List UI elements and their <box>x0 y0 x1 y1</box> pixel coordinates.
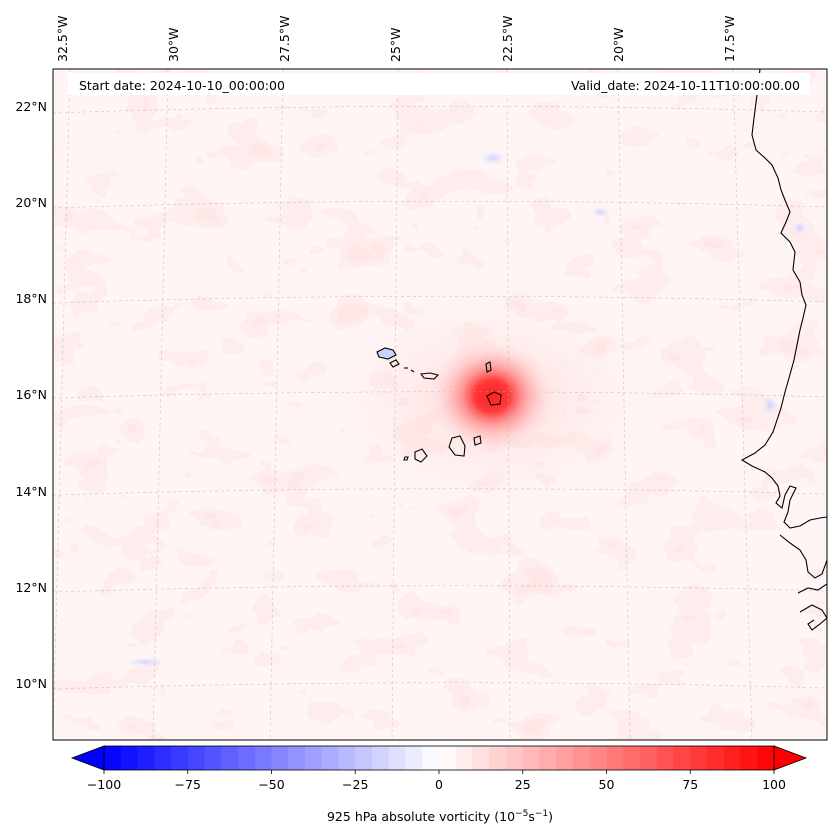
colorbar-label: 925 hPa absolute vorticity (10−5s−1) <box>327 809 553 824</box>
colorbar-segment <box>321 746 340 770</box>
colorbar-tick-label: 75 <box>682 777 698 792</box>
cape-verde-islands <box>376 347 502 463</box>
colorbar-segment <box>154 746 172 770</box>
colorbar-segment <box>405 746 423 770</box>
annotation-band <box>68 73 810 95</box>
blue-patch <box>792 220 808 236</box>
colorbar-segment <box>439 746 457 770</box>
vortex-core <box>430 340 554 452</box>
african-coastline <box>799 604 827 631</box>
colorbar-segment <box>506 746 524 770</box>
colorbar-segment <box>556 746 574 770</box>
colorbar-segment <box>104 746 122 770</box>
colorbar-segment <box>606 746 624 770</box>
colorbar-segment <box>740 746 758 770</box>
colorbar-segment <box>338 746 356 770</box>
colorbar-segments <box>104 746 775 770</box>
african-coastline <box>779 534 827 579</box>
colorbar-tick-label: −75 <box>175 777 201 792</box>
colorbar-segment <box>254 746 273 770</box>
lon-label: 27.5°W <box>277 16 292 62</box>
colorbar-segment <box>238 746 256 770</box>
colorbar-segment <box>455 746 474 770</box>
colorbar-segment <box>288 746 306 770</box>
lat-label: 18°N <box>15 291 47 306</box>
lon-label: 22.5°W <box>500 16 515 62</box>
colorbar-segment <box>204 746 222 770</box>
colorbar: −100 −75 −50 −25 0 25 50 75 100 925 hPa absolute… <box>70 745 808 824</box>
lon-label: 25°W <box>388 27 403 62</box>
lat-label: 20°N <box>15 195 47 210</box>
lon-label: 17.5°W <box>722 16 737 62</box>
colorbar-segment <box>623 746 641 770</box>
valid-date-label: Valid_date: 2024-10-11T10:00:00.00 <box>571 78 800 93</box>
colorbar-segment <box>757 746 775 770</box>
colorbar-tick-label: 50 <box>599 777 615 792</box>
colorbar-segment <box>137 746 155 770</box>
lon-label: 32.5°W <box>55 16 70 62</box>
colorbar-extend-min <box>70 745 105 771</box>
colorbar-segment <box>120 746 139 770</box>
colorbar-segment <box>372 746 390 770</box>
colorbar-segment <box>640 746 658 770</box>
colorbar-segment <box>539 746 557 770</box>
start-date-label: Start date: 2024-10-10_00:00:00 <box>79 78 285 93</box>
colorbar-segment <box>221 746 239 770</box>
colorbar-segment <box>723 746 742 770</box>
blue-patch <box>123 657 167 667</box>
colorbar-segment <box>388 746 407 770</box>
colorbar-tick-label: −50 <box>258 777 284 792</box>
colorbar-ticks: −100 −75 −50 −25 0 25 50 75 100 <box>87 770 786 792</box>
latitude-labels: 22°N 20°N 18°N 16°N 14°N 12°N 10°N <box>15 99 47 691</box>
blue-patch <box>479 149 507 167</box>
lon-label: 30°W <box>166 27 181 62</box>
colorbar-segment <box>187 746 206 770</box>
lon-label: 20°W <box>611 27 626 62</box>
colorbar-segment <box>589 746 608 770</box>
colorbar-extend-max <box>773 745 808 771</box>
blue-patch <box>590 206 610 218</box>
colorbar-segment <box>690 746 708 770</box>
gridlines <box>53 69 827 740</box>
colorbar-tick-label: 0 <box>435 777 443 792</box>
blue-patch <box>761 393 779 417</box>
plot-frame <box>52 68 828 741</box>
colorbar-segment <box>573 746 591 770</box>
colorbar-segment <box>673 746 691 770</box>
colorbar-tick-label: 25 <box>515 777 531 792</box>
lat-label: 16°N <box>15 387 47 402</box>
colorbar-segment <box>472 746 490 770</box>
lat-label: 14°N <box>15 484 47 499</box>
colorbar-tick-label: −100 <box>87 777 121 792</box>
colorbar-segment <box>422 746 440 770</box>
colorbar-segment <box>271 746 289 770</box>
colorbar-segment <box>489 746 507 770</box>
colorbar-segment <box>707 746 725 770</box>
lat-label: 12°N <box>15 580 47 595</box>
longitude-labels: 32.5°W 30°W 27.5°W 25°W 22.5°W 20°W 17.5… <box>55 16 737 62</box>
colorbar-tick-label: 100 <box>762 777 786 792</box>
colorbar-segment <box>522 746 541 770</box>
colorbar-tick-label: −25 <box>342 777 368 792</box>
lat-label: 10°N <box>15 676 47 691</box>
african-coastline <box>797 583 827 594</box>
colorbar-segment <box>171 746 189 770</box>
colorbar-segment <box>305 746 323 770</box>
african-coastline <box>740 69 827 529</box>
colorbar-segment <box>656 746 675 770</box>
colorbar-segment <box>355 746 373 770</box>
vorticity-field <box>53 69 827 740</box>
lat-label: 22°N <box>15 99 47 114</box>
